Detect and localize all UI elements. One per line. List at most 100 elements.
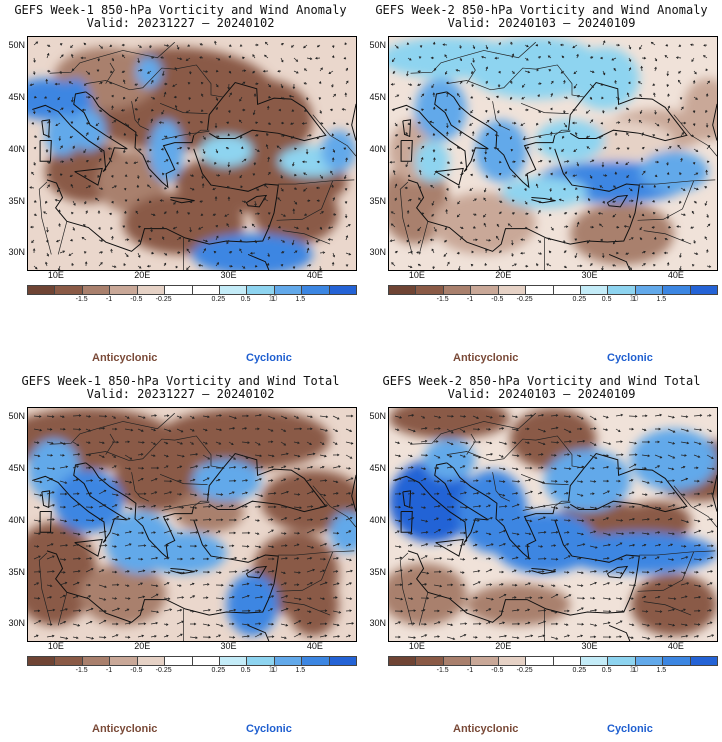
border-line — [131, 101, 149, 131]
wind-vector — [267, 529, 274, 534]
wind-vector-head — [450, 465, 453, 469]
anticyclonic-vorticity-region — [286, 573, 339, 636]
wind-vector-head — [201, 183, 205, 186]
wind-vector — [85, 185, 91, 189]
wind-vector — [306, 57, 312, 60]
wind-vector — [433, 584, 442, 587]
wind-vector — [124, 506, 133, 510]
wind-vector-head — [488, 621, 491, 624]
wind-vector — [241, 492, 248, 495]
wind-vector — [98, 504, 106, 508]
wind-vector — [563, 122, 567, 128]
wind-vector-head — [303, 109, 307, 112]
wind-vector-head — [114, 185, 117, 188]
wind-vector — [537, 480, 545, 484]
wind-vector — [653, 92, 656, 98]
wind-vector — [394, 184, 397, 189]
wind-vector-head — [258, 609, 262, 612]
wind-vector-head — [438, 427, 441, 430]
wind-vector-head — [195, 518, 199, 522]
wind-vector — [72, 465, 79, 469]
cyclonic-vorticity-region — [45, 114, 80, 157]
wind-vector-head — [324, 609, 328, 613]
wind-vector-head — [282, 240, 286, 243]
wind-vector-head — [708, 414, 712, 417]
wind-vector-head — [54, 198, 58, 202]
wind-vector-head — [666, 262, 670, 265]
wind-vector-head — [256, 43, 259, 47]
wind-vector-head — [418, 56, 422, 59]
wind-vector-head — [156, 610, 160, 614]
wind-vector-head — [491, 543, 494, 546]
wind-vector-head — [134, 134, 138, 137]
wind-vector — [706, 480, 713, 483]
wind-vector-head — [242, 56, 245, 60]
wind-vector — [511, 441, 517, 444]
wind-vector-head — [549, 117, 552, 121]
wind-vector-head — [470, 173, 473, 177]
wind-vector-head — [527, 621, 531, 625]
wind-vector-head — [503, 467, 506, 471]
wind-vector-head — [565, 480, 569, 483]
wind-vector-head — [470, 110, 473, 114]
wind-vector-head — [324, 454, 327, 458]
wind-vector — [33, 41, 38, 46]
wind-vector — [433, 170, 437, 176]
wind-vector-head — [51, 441, 54, 445]
wind-vector-head — [83, 251, 87, 254]
wind-vector-head — [515, 415, 518, 419]
wind-vector — [59, 54, 64, 59]
wind-vector — [420, 427, 428, 430]
wind-vector-head — [437, 456, 441, 459]
latitude-label: 30N — [369, 247, 386, 258]
wind-vector-head — [699, 428, 703, 432]
wind-vector-head — [657, 595, 661, 599]
wind-vector-head — [400, 609, 404, 613]
cyclonic-vorticity-region — [570, 47, 640, 110]
wind-vector-head — [320, 176, 324, 179]
wind-vector — [124, 570, 130, 573]
panel-valid-dates: Valid: 20240103 – 20240109 — [447, 387, 636, 401]
wind-vector-head — [712, 467, 715, 471]
wind-vector-head — [438, 529, 441, 532]
wind-vector — [524, 70, 530, 73]
colorbar-tick-label: -0.25 — [155, 296, 172, 303]
wind-vector — [679, 265, 682, 270]
wind-vector-head — [205, 596, 209, 600]
wind-vector-head — [451, 505, 455, 509]
wind-vector-head — [181, 596, 185, 599]
wind-vector-head — [271, 569, 275, 573]
border-line — [131, 472, 149, 502]
wind-vector-head — [671, 558, 675, 561]
wind-vector-head — [71, 99, 74, 103]
wind-vector-head — [321, 442, 325, 445]
wind-vector — [241, 516, 250, 521]
wind-vector-head — [124, 199, 128, 202]
wind-vector-head — [109, 135, 112, 138]
colorbar-swatch — [553, 657, 581, 665]
wind-vector-head — [576, 195, 579, 199]
wind-vector — [306, 490, 314, 495]
wind-vector — [33, 555, 41, 560]
wind-vector — [72, 200, 76, 206]
wind-vector-head — [294, 173, 297, 177]
wind-vector-head — [543, 429, 546, 433]
wind-vector-head — [175, 265, 178, 269]
wind-vector-head — [463, 531, 467, 535]
wind-vector-head — [672, 608, 675, 612]
wind-vector-head — [167, 597, 171, 601]
wind-vector-head — [50, 543, 54, 546]
colorbar-tick-label: -1.5 — [436, 296, 449, 303]
wind-vector-head — [198, 264, 201, 267]
wind-vector — [85, 441, 91, 444]
wind-vector-head — [542, 481, 546, 484]
wind-vector-head — [659, 455, 663, 459]
wind-vector — [83, 148, 87, 153]
wind-vector-head — [697, 623, 701, 626]
wind-vector-head — [76, 443, 80, 446]
wind-vector-head — [686, 520, 690, 524]
wind-vector-head — [530, 634, 534, 638]
wind-vector-head — [478, 455, 481, 459]
wind-vector — [446, 610, 453, 613]
wind-vector-head — [398, 621, 402, 624]
